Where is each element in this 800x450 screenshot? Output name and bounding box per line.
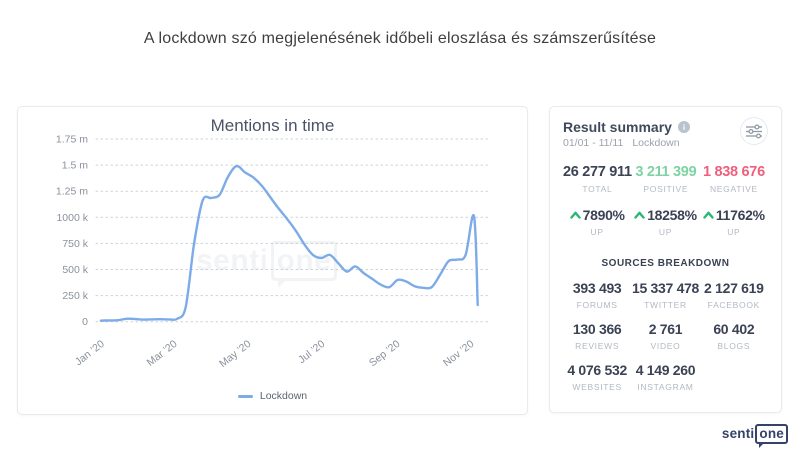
- watermark-text-senti: senti: [196, 244, 269, 277]
- svg-text:500 k: 500 k: [62, 264, 88, 276]
- svg-text:250 k: 250 k: [62, 290, 88, 302]
- arrow-up-icon: [569, 211, 581, 219]
- svg-text:0: 0: [82, 316, 88, 328]
- negative-value: 1 838 676: [703, 164, 765, 180]
- arrow-up-icon: [703, 211, 714, 219]
- source-instagram: 4 149 260 INSTAGRAM: [635, 362, 696, 392]
- negative-label: NEGATIVE: [709, 184, 758, 194]
- info-icon[interactable]: i: [677, 121, 690, 133]
- source-video: 2 761 VIDEO: [648, 321, 683, 351]
- filter-settings-button[interactable]: [740, 117, 768, 145]
- mentions-line-chart[interactable]: 1.75 m 1.5 m 1.25 m 1000 k 750 k 500 k 250 k 0 J…: [18, 133, 527, 385]
- stat-positive: 3 211 399 POSITIVE: [632, 164, 700, 194]
- date-range-value: 01/01 - 11/11: [563, 137, 624, 149]
- svg-text:Jul ’20: Jul ’20: [296, 338, 327, 366]
- mentions-chart-panel: Mentions in time senti one 1.75 m 1.5 m 1.2…: [17, 106, 528, 415]
- svg-text:Sep ’20: Sep ’20: [367, 338, 403, 369]
- svg-text:Nov ’20: Nov ’20: [441, 338, 477, 369]
- logo-text-senti: senti: [721, 426, 755, 441]
- total-label: TOTAL: [582, 184, 613, 194]
- chart-legend-item-lockdown[interactable]: Lockdown: [18, 390, 527, 402]
- sentione-logo: senti one: [721, 424, 788, 448]
- sources-breakdown-title: SOURCES BREAKDOWN: [601, 258, 730, 269]
- change-negative: 11762% UP: [700, 207, 768, 237]
- sources-grid: 393 493 FORUMS 15 337 478 TWITTER 2 127 …: [563, 280, 768, 392]
- positive-label: POSITIVE: [643, 184, 689, 194]
- sliders-icon: [746, 123, 762, 139]
- change-positive-value: 18258%: [647, 207, 697, 223]
- legend-label: Lockdown: [259, 390, 308, 402]
- summary-date-range: 01/01 - 11/11 Lockdown: [563, 137, 690, 149]
- svg-text:1.5 m: 1.5 m: [62, 160, 89, 172]
- svg-text:1.25 m: 1.25 m: [56, 186, 88, 198]
- page-title: A lockdown szó megjelenésének időbeli el…: [143, 30, 657, 47]
- summary-title: Result summary: [563, 119, 672, 135]
- stat-negative: 1 838 676 NEGATIVE: [700, 164, 768, 194]
- source-forums: 393 493 FORUMS: [572, 280, 622, 310]
- source-facebook: 2 127 619 FACEBOOK: [704, 280, 764, 310]
- change-negative-value: 11762%: [715, 207, 765, 223]
- logo-speech-tail: [759, 443, 765, 448]
- logo-text-one: one: [755, 424, 788, 448]
- total-value: 26 277 911: [563, 164, 632, 180]
- change-positive-label: UP: [658, 227, 673, 237]
- change-positive: 18258% UP: [631, 207, 699, 237]
- svg-text:May ’20: May ’20: [217, 338, 253, 370]
- svg-text:Jan ’20: Jan ’20: [73, 338, 107, 368]
- source-websites: 4 076 532 WEBSITES: [567, 362, 627, 392]
- source-reviews: 130 366 REVIEWS: [572, 321, 622, 351]
- change-total-value: 7890%: [582, 207, 625, 223]
- svg-text:Mar ’20: Mar ’20: [145, 338, 180, 369]
- legend-line-swatch: [237, 394, 253, 398]
- chart-title: Mentions in time: [210, 116, 335, 135]
- stat-total: 26 277 911 TOTAL: [563, 164, 632, 194]
- totals-row: 26 277 911 TOTAL 3 211 399 POSITIVE 1 83…: [563, 164, 768, 194]
- positive-value: 3 211 399: [635, 164, 697, 180]
- change-negative-label: UP: [727, 227, 741, 237]
- source-twitter: 15 337 478 TWITTER: [631, 280, 700, 310]
- result-summary-panel: Result summary i 01/01 - 11/11 Lockdown: [549, 106, 782, 413]
- keyword-label: Lockdown: [632, 137, 680, 149]
- svg-text:1000 k: 1000 k: [56, 212, 88, 224]
- arrow-up-icon: [634, 211, 645, 219]
- summary-header: Result summary i 01/01 - 11/11 Lockdown: [563, 117, 768, 149]
- source-blogs: 60 402 BLOGS: [713, 321, 755, 351]
- svg-text:750 k: 750 k: [62, 238, 88, 250]
- change-total-label: UP: [590, 227, 604, 237]
- change-total: 7890% UP: [563, 207, 631, 237]
- watermark-speech-tail: [277, 279, 287, 288]
- change-row: 7890% UP 18258% UP 11762% UP: [563, 207, 768, 237]
- svg-text:1.75 m: 1.75 m: [56, 134, 88, 146]
